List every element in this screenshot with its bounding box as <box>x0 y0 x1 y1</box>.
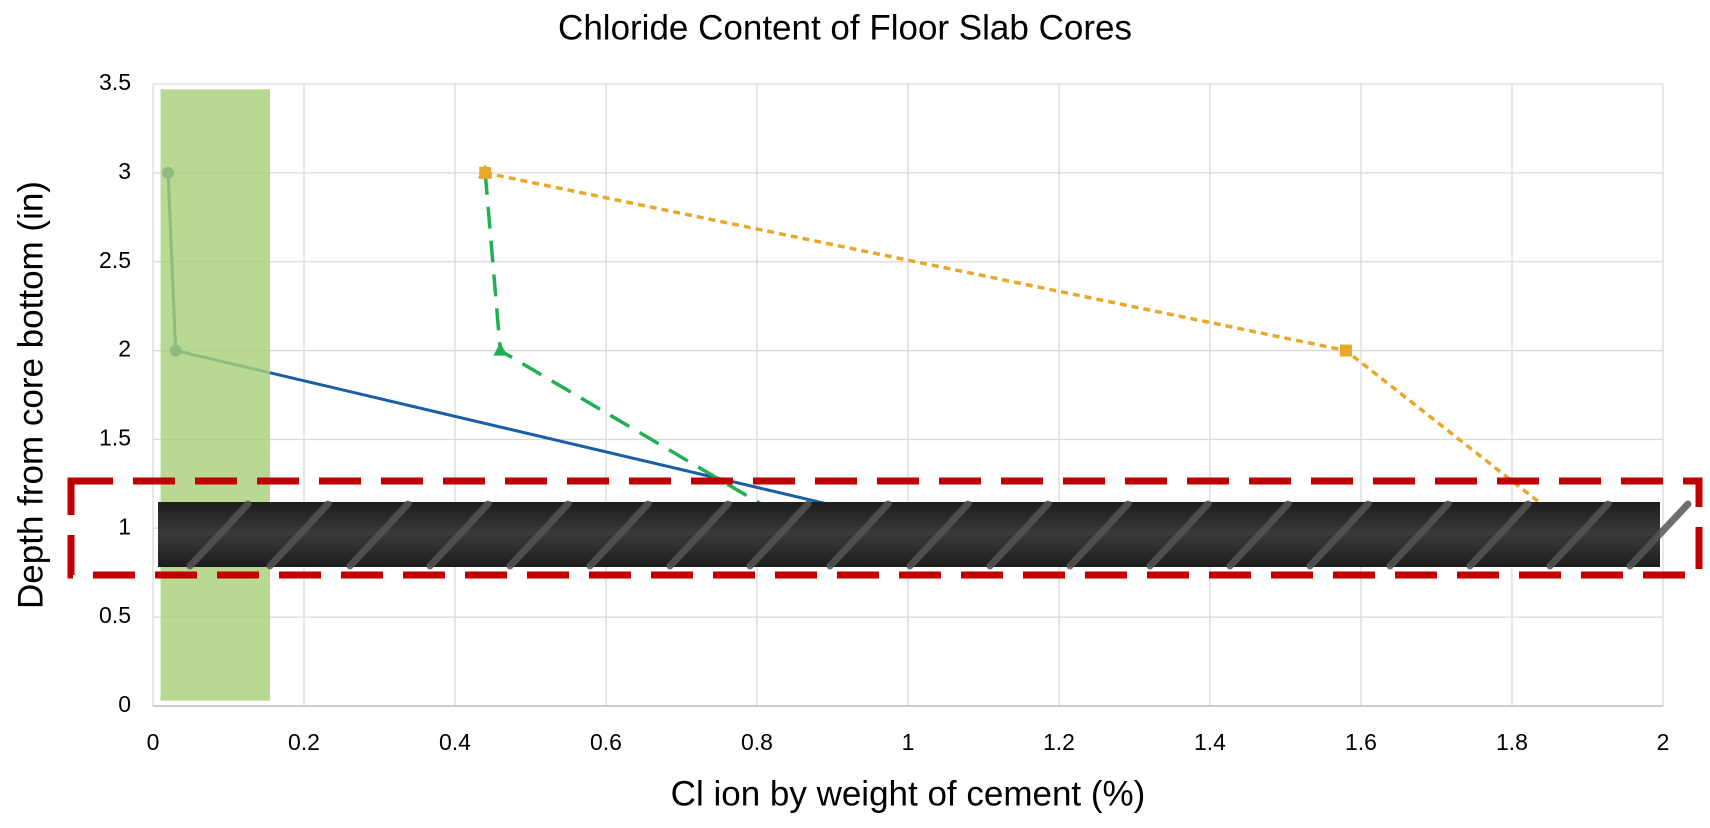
chart-title: Chloride Content of Floor Slab Cores <box>558 8 1132 47</box>
rebar-image <box>158 502 1688 567</box>
x-axis-title: Cl ion by weight of cement (%) <box>671 774 1146 813</box>
plot <box>162 165 1578 534</box>
y-tick-label: 3.5 <box>99 69 131 95</box>
point <box>493 343 507 356</box>
y-tick-label: 0 <box>118 691 131 717</box>
y-tick-label: 3 <box>118 158 131 184</box>
y-tick-label: 1 <box>118 513 131 539</box>
x-tick-label: 0.8 <box>741 729 773 755</box>
x-tick-label: 1.2 <box>1043 729 1075 755</box>
x-tick-label: 1.8 <box>1496 729 1528 755</box>
x-tick-label: 0.6 <box>590 729 622 755</box>
highlight <box>161 89 270 700</box>
chart: Chloride Content of Floor Slab Cores Cl … <box>0 0 1710 828</box>
x-tick-label: 1.4 <box>1194 729 1226 755</box>
y-tick-label: 2.5 <box>99 247 131 273</box>
x-tick-label: 0 <box>147 729 160 755</box>
grid: 0 0.5 1 1.5 2 2.5 3 3.5 0 0.2 0.4 0.6 0.8 1 1.2 1.4 1.6 1… <box>99 69 1669 755</box>
x-tick-label: 1.6 <box>1345 729 1377 755</box>
point <box>1340 345 1352 357</box>
x-tick-label: 2 <box>1657 729 1670 755</box>
y-axis-title: Depth from core bottom (in) <box>11 181 50 609</box>
y-tick-label: 0.5 <box>99 602 131 628</box>
x-tick-label: 1 <box>902 729 915 755</box>
x-tick-label: 0.2 <box>288 729 320 755</box>
point <box>479 167 491 179</box>
highlight-band <box>161 89 270 700</box>
y-tick-label: 2 <box>118 336 131 362</box>
page: {"chart_data": { "type": "line", "title"… <box>0 0 1710 828</box>
y-tick-label: 1.5 <box>99 425 131 451</box>
x-tick-label: 0.4 <box>439 729 471 755</box>
